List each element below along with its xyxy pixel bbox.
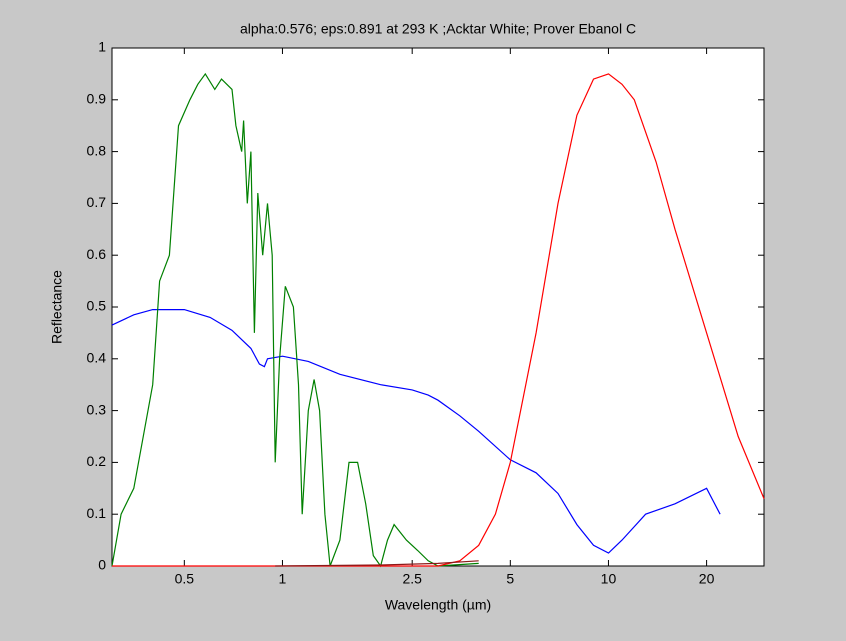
x-tick-label: 20 xyxy=(699,571,715,587)
x-tick-label: 2.5 xyxy=(402,571,422,587)
series-line xyxy=(112,73,765,567)
series-line xyxy=(111,309,721,554)
plot-area xyxy=(111,47,765,567)
x-tick-label: 5 xyxy=(506,571,514,587)
chart-title: alpha:0.576; eps:0.891 at 293 K ;Acktar … xyxy=(240,21,636,37)
series-line xyxy=(111,72,479,568)
y-tick-label: 0.5 xyxy=(87,298,107,314)
x-tick-label: 1 xyxy=(279,571,287,587)
y-tick-label: 0 xyxy=(98,557,106,573)
y-tick-label: 0.1 xyxy=(87,505,107,521)
y-tick-label: 0.2 xyxy=(87,453,107,469)
x-tick-label: 0.5 xyxy=(175,571,195,587)
y-tick-label: 0.3 xyxy=(87,401,107,417)
y-tick-label: 1 xyxy=(98,39,106,55)
x-axis-label: Wavelength (µm) xyxy=(385,597,491,613)
y-axis-label: Reflectance xyxy=(49,270,65,344)
y-tick-label: 0.9 xyxy=(87,91,107,107)
x-tick-label: 10 xyxy=(601,571,617,587)
y-tick-label: 0.7 xyxy=(87,194,107,210)
y-tick-label: 0.6 xyxy=(87,246,107,262)
y-tick-label: 0.8 xyxy=(87,142,107,158)
series-line xyxy=(275,560,479,567)
y-tick-label: 0.4 xyxy=(87,350,107,366)
